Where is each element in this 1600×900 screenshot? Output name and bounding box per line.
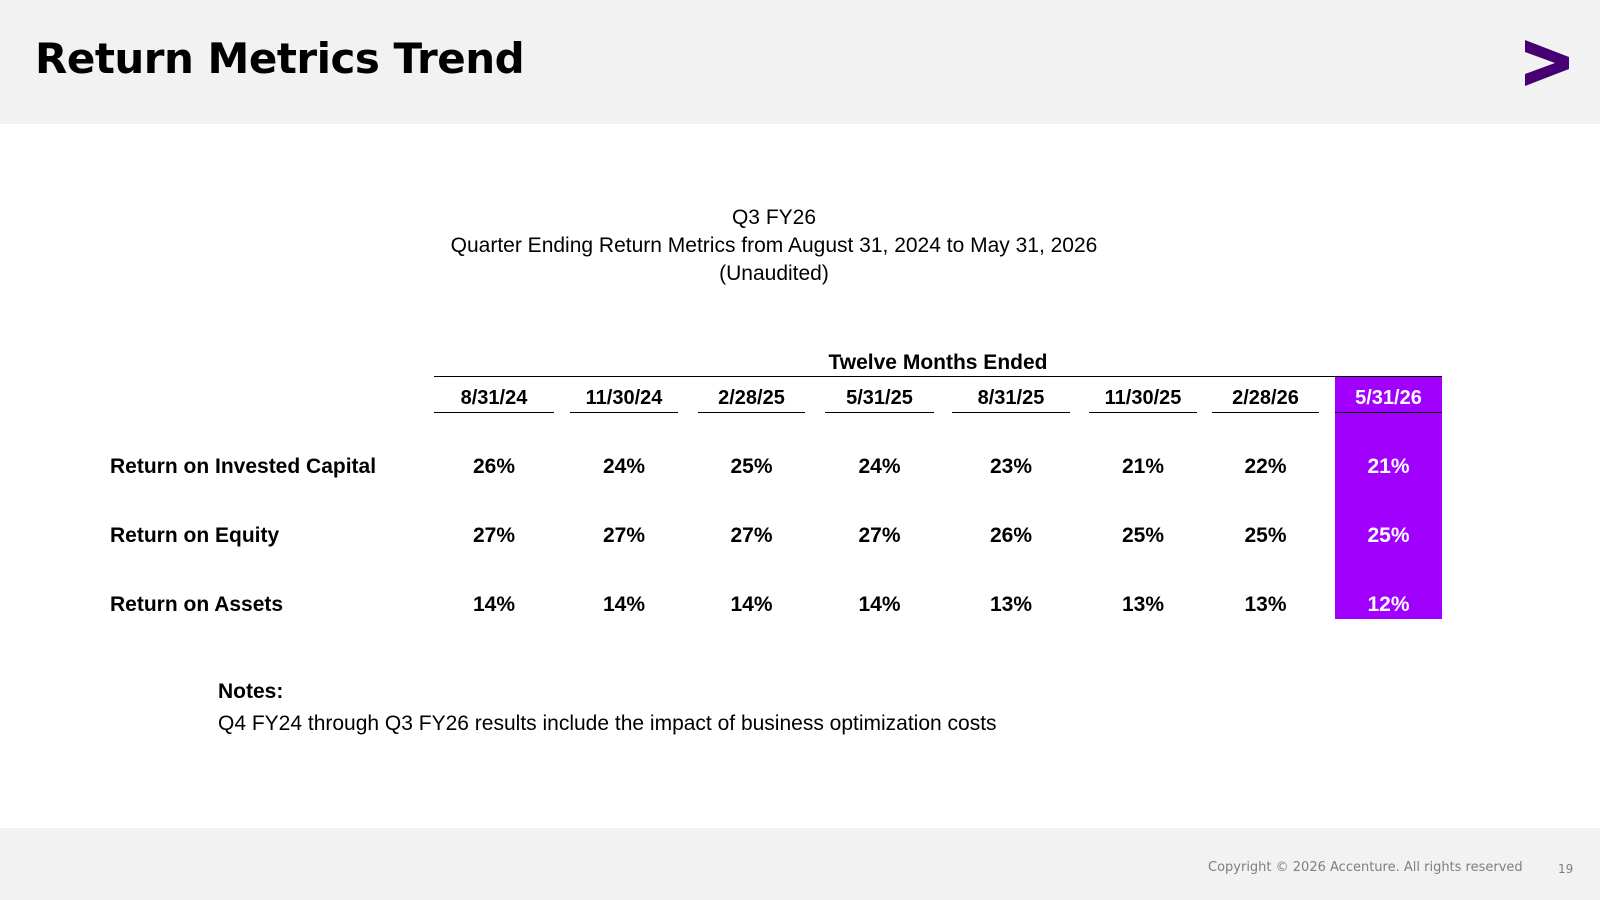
column-header: 11/30/25 bbox=[1089, 382, 1197, 413]
column-header: 2/28/26 bbox=[1212, 382, 1319, 413]
page-number: 19 bbox=[1558, 862, 1574, 876]
table-cell: 26% bbox=[989, 524, 1033, 547]
table-cell: 26% bbox=[472, 455, 516, 478]
footer-bar bbox=[0, 828, 1600, 900]
table-cell: 14% bbox=[602, 593, 646, 616]
subtitle-description: Quarter Ending Return Metrics from Augus… bbox=[450, 234, 1098, 257]
page-title: Return Metrics Trend bbox=[35, 34, 525, 83]
table-cell: 24% bbox=[858, 455, 901, 478]
report-subtitle: Q3 FY26 Quarter Ending Return Metrics fr… bbox=[0, 204, 1548, 288]
column-header: 8/31/24 bbox=[434, 382, 554, 413]
table-cell: 25% bbox=[1121, 524, 1165, 547]
table-cell: 27% bbox=[730, 524, 773, 547]
table-cell-highlighted: 21% bbox=[1367, 455, 1410, 478]
row-label: Return on Assets bbox=[110, 593, 284, 616]
subtitle-period: Q3 FY26 bbox=[731, 206, 817, 229]
table-cell: 22% bbox=[1244, 455, 1287, 478]
table-cell: 14% bbox=[472, 593, 516, 616]
table-cell-highlighted: 12% bbox=[1367, 593, 1410, 616]
table-cell: 24% bbox=[602, 455, 646, 478]
table-cell: 23% bbox=[989, 455, 1033, 478]
copyright-text: Copyright © 2026 Accenture. All rights r… bbox=[1208, 860, 1523, 875]
table-cell: 14% bbox=[858, 593, 901, 616]
notes-text: Q4 FY24 through Q3 FY26 results include … bbox=[218, 712, 997, 735]
table-cell: 25% bbox=[730, 455, 773, 478]
row-label: Return on Invested Capital bbox=[110, 455, 377, 478]
table-cell: 13% bbox=[1244, 593, 1287, 616]
table-cell: 27% bbox=[602, 524, 646, 547]
notes-heading: Notes: bbox=[218, 680, 284, 703]
accenture-logo-icon bbox=[1525, 40, 1569, 86]
table-cell: 27% bbox=[858, 524, 901, 547]
column-header-highlighted: 5/31/26 bbox=[1335, 382, 1442, 413]
table-cell: 14% bbox=[730, 593, 773, 616]
column-header: 2/28/25 bbox=[698, 382, 805, 413]
table-cell: 27% bbox=[472, 524, 516, 547]
table-cell: 25% bbox=[1244, 524, 1287, 547]
group-header: Twelve Months Ended bbox=[434, 349, 1442, 377]
highlight-column-band bbox=[1335, 377, 1442, 619]
column-header: 11/30/24 bbox=[570, 382, 678, 413]
row-label: Return on Equity bbox=[110, 524, 280, 547]
table-cell: 13% bbox=[989, 593, 1033, 616]
column-header: 8/31/25 bbox=[952, 382, 1070, 413]
subtitle-unaudited: (Unaudited) bbox=[719, 262, 829, 285]
table-cell: 13% bbox=[1121, 593, 1165, 616]
table-cell: 21% bbox=[1121, 455, 1165, 478]
table-cell-highlighted: 25% bbox=[1367, 524, 1410, 547]
column-header: 5/31/25 bbox=[825, 382, 934, 413]
header-bar bbox=[0, 0, 1600, 124]
